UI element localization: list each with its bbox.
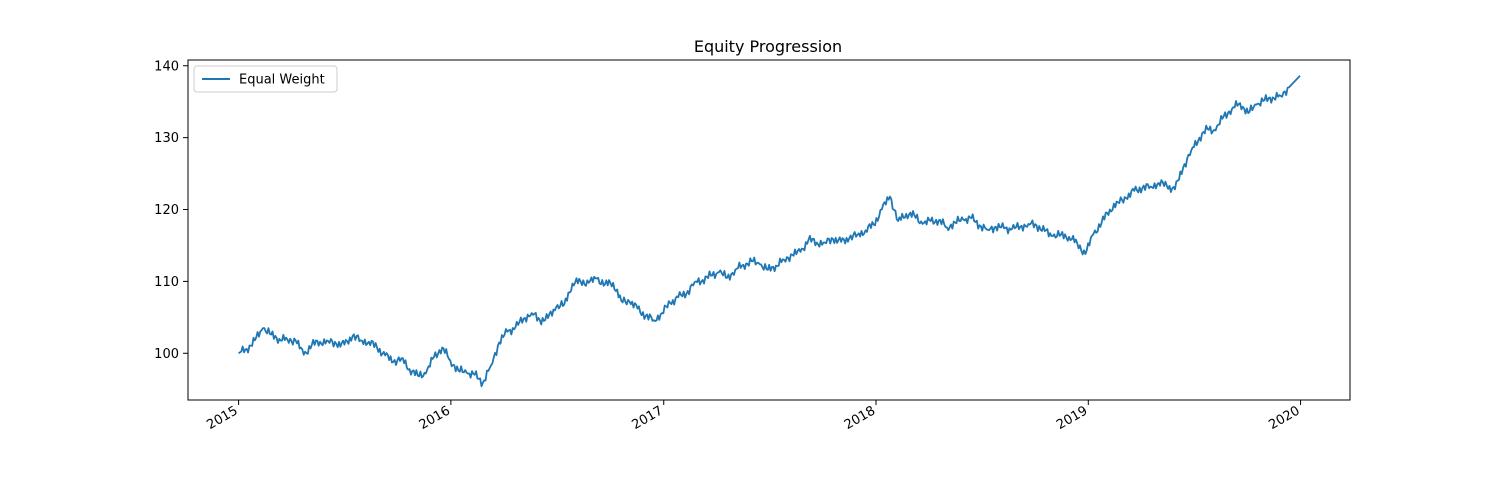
y-tick-label: 100 xyxy=(154,347,179,362)
plot-frame xyxy=(187,59,1351,401)
series-line-equal-weight xyxy=(238,75,1301,388)
legend-label: Equal Weight xyxy=(239,73,325,88)
y-tick-label: 120 xyxy=(154,203,179,218)
legend: Equal Weight xyxy=(193,65,338,93)
y-tick-label: 140 xyxy=(154,59,179,74)
plot-area xyxy=(238,75,1301,388)
y-tick-label: 130 xyxy=(154,131,179,146)
legend-box xyxy=(193,65,338,93)
y-tick-label: 110 xyxy=(154,275,179,290)
chart-title: Equity Progression xyxy=(694,37,842,56)
